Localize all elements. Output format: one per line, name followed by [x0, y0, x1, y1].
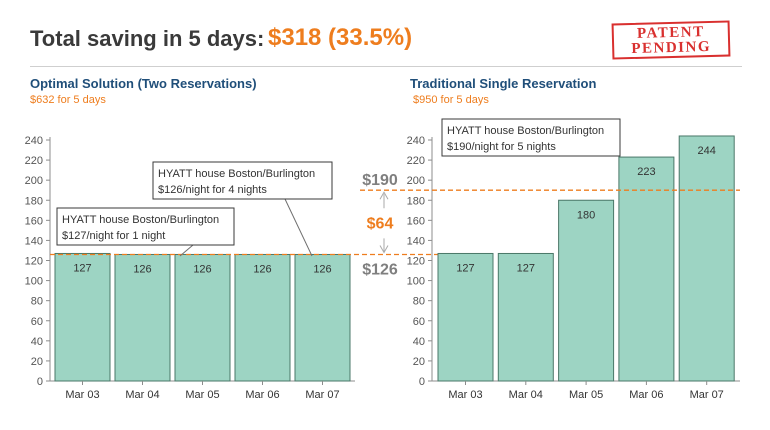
- right-callout-line-1: HYATT house Boston/Burlington: [447, 125, 604, 137]
- right-bar-value-label: 127: [517, 262, 535, 274]
- right-bar-value-label: 127: [456, 262, 474, 274]
- right-y-tick-label: 20: [413, 356, 425, 368]
- difference-arrow-down-head: [379, 245, 389, 254]
- left-x-tick-label: Mar 04: [125, 389, 159, 401]
- left-bar: [174, 253, 231, 382]
- left-bar: [114, 253, 171, 382]
- right-x-tick-label: Mar 07: [690, 389, 724, 401]
- difference-arrow-up-head: [379, 191, 389, 200]
- left-x-tick-label: Mar 05: [185, 389, 219, 401]
- left-x-tick-label: Mar 03: [65, 389, 99, 401]
- left-y-tick-label: 60: [31, 316, 43, 328]
- left-bar: [54, 252, 111, 382]
- left-bar-value-label: 126: [253, 263, 271, 275]
- left-bar-value-label: 126: [313, 263, 331, 275]
- left-bar: [294, 253, 351, 382]
- left-y-tick-label: 40: [31, 336, 43, 348]
- left-callout-line-2: $126/night for 4 nights: [158, 184, 267, 196]
- high-price-label: $190: [362, 172, 398, 189]
- right-y-tick-label: 200: [407, 175, 425, 187]
- right-chart-subtitle: $950 for 5 days: [413, 94, 489, 106]
- right-y-tick-label: 180: [407, 195, 425, 207]
- right-bar: [558, 199, 615, 382]
- right-x-tick-label: Mar 06: [629, 389, 663, 401]
- right-y-tick-label: 140: [407, 235, 425, 247]
- left-callout-line-2: $127/night for 1 night: [62, 230, 165, 242]
- left-y-tick-label: 80: [31, 296, 43, 308]
- left-y-tick-label: 140: [25, 235, 43, 247]
- right-y-tick-label: 40: [413, 336, 425, 348]
- left-chart-subtitle: $632 for 5 days: [30, 94, 106, 106]
- left-bar-value-label: 126: [133, 263, 151, 275]
- left-y-tick-label: 100: [25, 276, 43, 288]
- left-bar-value-label: 126: [193, 263, 211, 275]
- right-y-tick-label: 60: [413, 316, 425, 328]
- right-x-tick-label: Mar 04: [509, 389, 543, 401]
- left-callout-line-1: HYATT house Boston/Burlington: [62, 214, 219, 226]
- right-bar-value-label: 223: [637, 166, 655, 178]
- left-callout-leader: [179, 244, 194, 257]
- right-y-tick-label: 240: [407, 135, 425, 147]
- low-price-label: $126: [362, 261, 398, 278]
- left-bar-value-label: 127: [73, 262, 91, 274]
- left-y-tick-label: 240: [25, 135, 43, 147]
- left-bar: [234, 253, 291, 382]
- total-saving: $318 (33.5%): [268, 24, 413, 51]
- left-y-tick-label: 220: [25, 155, 43, 167]
- right-bar: [618, 156, 675, 382]
- left-x-tick-label: Mar 07: [305, 389, 339, 401]
- right-y-tick-label: 0: [419, 376, 425, 388]
- right-y-tick-label: 120: [407, 256, 425, 268]
- left-y-tick-label: 180: [25, 195, 43, 207]
- right-x-tick-label: Mar 05: [569, 389, 603, 401]
- headline: Total saving in 5 days:: [30, 26, 265, 51]
- left-x-tick-label: Mar 06: [245, 389, 279, 401]
- right-callout-line-2: $190/night for 5 nights: [447, 141, 556, 153]
- left-callout-box: [56, 207, 235, 246]
- right-bar: [437, 252, 494, 382]
- right-x-tick-label: Mar 03: [448, 389, 482, 401]
- right-bar: [678, 135, 735, 382]
- right-y-tick-label: 160: [407, 215, 425, 227]
- price-difference-label: $64: [367, 215, 394, 232]
- left-y-tick-label: 200: [25, 175, 43, 187]
- left-callout-leader: [284, 198, 313, 257]
- left-callout-line-1: HYATT house Boston/Burlington: [158, 168, 315, 180]
- right-bar-value-label: 244: [698, 145, 716, 157]
- right-y-tick-label: 220: [407, 155, 425, 167]
- left-y-tick-label: 20: [31, 356, 43, 368]
- left-y-tick-label: 120: [25, 256, 43, 268]
- right-chart-title: Traditional Single Reservation: [410, 76, 597, 91]
- header-divider: [30, 66, 742, 67]
- right-callout-box: [441, 118, 621, 157]
- left-chart-title: Optimal Solution (Two Reservations): [30, 76, 257, 91]
- left-callout-box: [152, 161, 333, 200]
- right-y-tick-label: 100: [407, 276, 425, 288]
- right-y-tick-label: 80: [413, 296, 425, 308]
- right-bar-value-label: 180: [577, 209, 595, 221]
- left-y-tick-label: 160: [25, 215, 43, 227]
- left-y-tick-label: 0: [37, 376, 43, 388]
- right-bar: [497, 252, 554, 382]
